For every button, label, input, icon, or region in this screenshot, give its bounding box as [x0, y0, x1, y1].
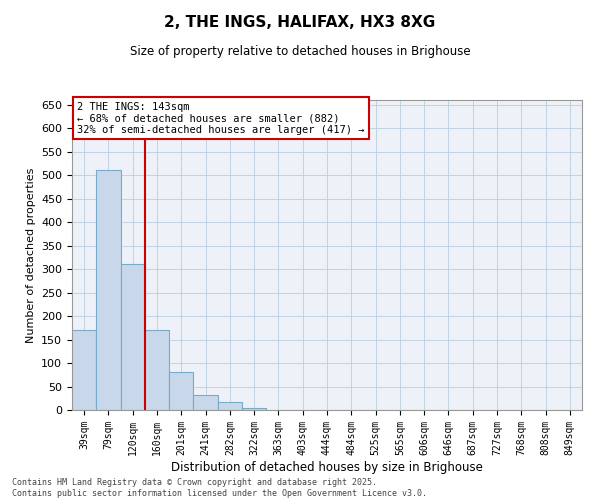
- Bar: [96, 170, 121, 410]
- Text: Size of property relative to detached houses in Brighouse: Size of property relative to detached ho…: [130, 45, 470, 58]
- Y-axis label: Number of detached properties: Number of detached properties: [26, 168, 35, 342]
- Bar: [145, 330, 169, 410]
- Bar: [218, 402, 242, 410]
- Bar: [121, 264, 145, 410]
- Bar: [72, 330, 96, 410]
- Text: 2, THE INGS, HALIFAX, HX3 8XG: 2, THE INGS, HALIFAX, HX3 8XG: [164, 15, 436, 30]
- Text: Contains HM Land Registry data © Crown copyright and database right 2025.
Contai: Contains HM Land Registry data © Crown c…: [12, 478, 427, 498]
- X-axis label: Distribution of detached houses by size in Brighouse: Distribution of detached houses by size …: [171, 460, 483, 473]
- Text: 2 THE INGS: 143sqm
← 68% of detached houses are smaller (882)
32% of semi-detach: 2 THE INGS: 143sqm ← 68% of detached hou…: [77, 102, 365, 134]
- Bar: [193, 394, 218, 410]
- Bar: [169, 372, 193, 410]
- Bar: [242, 408, 266, 410]
